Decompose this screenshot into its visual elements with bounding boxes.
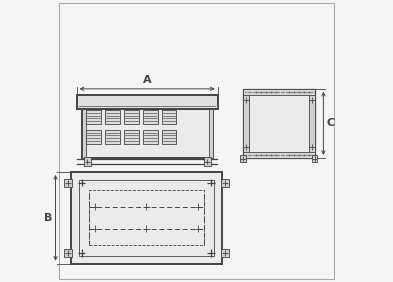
Bar <box>209 109 213 158</box>
Bar <box>243 89 315 95</box>
Bar <box>241 155 246 162</box>
Bar <box>64 179 72 187</box>
Bar <box>221 249 229 257</box>
Bar <box>162 110 176 124</box>
Text: B: B <box>44 213 52 223</box>
Bar <box>143 130 158 144</box>
Bar <box>82 109 213 158</box>
Bar <box>71 172 222 264</box>
Bar <box>84 157 91 166</box>
Bar <box>124 110 139 124</box>
Bar <box>243 89 315 158</box>
Bar <box>162 130 176 144</box>
Bar <box>204 157 211 166</box>
Bar <box>309 89 315 158</box>
Bar <box>243 152 315 158</box>
Bar <box>143 110 158 124</box>
Bar <box>105 110 120 124</box>
Bar <box>243 89 249 158</box>
Bar <box>221 179 229 187</box>
Bar <box>82 109 86 158</box>
Bar <box>86 130 101 144</box>
Bar <box>312 155 318 162</box>
Bar <box>64 249 72 257</box>
Bar <box>89 190 204 245</box>
Bar <box>105 130 120 144</box>
Bar <box>86 110 101 124</box>
Bar <box>77 95 218 109</box>
Bar <box>124 130 139 144</box>
Bar <box>79 180 214 256</box>
Text: C: C <box>327 118 335 128</box>
Text: A: A <box>143 76 151 85</box>
